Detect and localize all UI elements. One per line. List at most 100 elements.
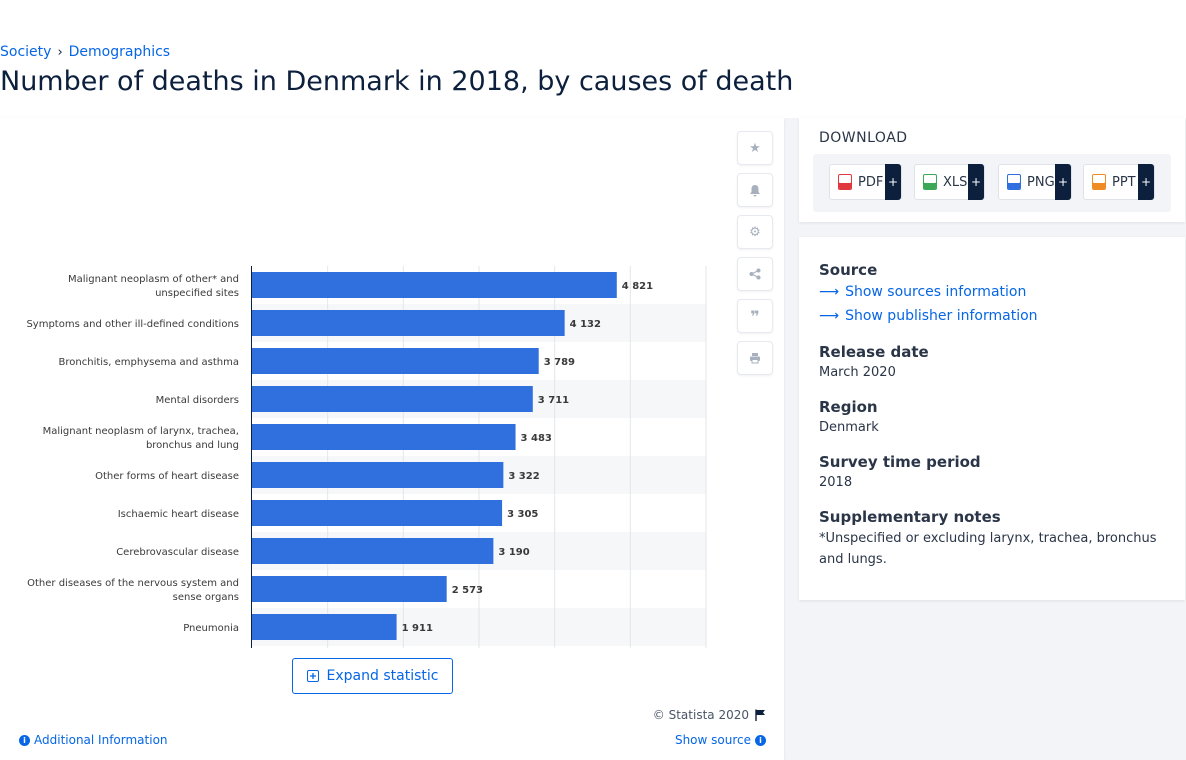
data-label: 3 483 [521,433,552,444]
data-label: 3 190 [498,547,529,558]
pdf-file-icon [838,174,852,190]
category-label-line: Bronchitis, emphysema and asthma [59,357,239,368]
settings-button[interactable]: ⚙ [737,215,773,249]
category-label-line: unspecified sites [155,288,239,299]
data-label: 3 711 [538,395,569,406]
category-label: Pneumonia [183,623,239,634]
category-label: Cerebrovascular disease [116,547,239,558]
data-label: 3 305 [507,509,538,520]
category-label-line: Symptoms and other ill-defined condition… [26,319,239,330]
release-date-heading: Release date [819,343,929,361]
bar[interactable] [252,614,397,640]
download-title: DOWNLOAD [819,130,908,146]
xls-file-icon [923,174,937,190]
favorite-button[interactable]: ★ [737,131,773,165]
download-pdf-button[interactable]: PDF + [829,164,902,200]
ppt-plus-button[interactable]: + [1138,164,1154,200]
print-icon [750,353,760,364]
category-label-line: Other forms of heart disease [95,471,239,482]
gear-icon: ⚙ [749,224,761,240]
category-label-line: Other diseases of the nervous system and [27,578,239,589]
png-plus-button[interactable]: + [1055,164,1071,200]
data-label: 1 911 [402,623,433,634]
category-label-line: Malignant neoplasm of larynx, trachea, [43,426,239,437]
download-png-label: PNG [1027,174,1055,190]
chart-toolbar: ★ ⚙ ❞ [737,131,773,383]
show-sources-label: Show sources information [845,284,1027,300]
flag-icon[interactable] [755,709,766,721]
chart-card: 4 821 Malignant neoplasm of other* and uns… [0,118,784,760]
bar[interactable] [252,538,494,564]
bar[interactable] [252,310,565,336]
category-label-line: sense organs [173,592,239,603]
bar[interactable] [252,576,447,602]
statistic-info-card: Source ⟶ Show sources information ⟶ Show… [799,237,1185,600]
show-source-link[interactable]: Show source i [675,733,766,747]
star-icon: ★ [749,140,761,156]
category-label-line: Cerebrovascular disease [116,547,239,558]
download-xls-label: XLS [943,174,968,190]
category-label: Other forms of heart disease [95,471,239,482]
supplementary-notes-heading: Supplementary notes [819,508,1001,526]
data-label: 4 132 [570,319,601,330]
breadcrumb-society[interactable]: Society [0,44,52,60]
ppt-file-icon [1092,174,1106,190]
show-publisher-label: Show publisher information [845,308,1038,324]
show-publisher-link[interactable]: ⟶ Show publisher information [819,308,1038,324]
category-label: Bronchitis, emphysema and asthma [59,357,239,368]
show-source-label: Show source [674,733,751,747]
data-label: 3 789 [544,357,575,368]
bar-chart: 4 821 Malignant neoplasm of other* and uns… [26,266,707,648]
supplementary-notes-value: *Unspecified or excluding larynx, trache… [819,531,1157,567]
page-header [0,36,1186,118]
copyright-text: © Statista 2020 [652,708,749,722]
bar[interactable] [252,462,504,488]
show-sources-link[interactable]: ⟶ Show sources information [819,284,1026,300]
download-ppt-button[interactable]: PPT + [1083,164,1155,200]
share-icon [749,268,761,280]
additional-information-link[interactable]: i Additional Information [19,733,168,747]
bar[interactable] [252,386,533,412]
bar[interactable] [252,348,539,374]
print-button[interactable] [737,341,773,375]
survey-period-heading: Survey time period [819,453,981,471]
category-label-line: bronchus and lung [146,440,239,451]
info-icon: i [755,734,766,746]
bar[interactable] [252,272,617,298]
page-title: Number of deaths in Denmark in 2018, by … [0,66,794,97]
pdf-plus-button[interactable]: + [885,164,901,200]
bar[interactable] [252,500,503,526]
copyright: © Statista 2020 [653,708,766,722]
notification-button[interactable] [737,173,773,207]
region-heading: Region [819,398,878,416]
plus-square-icon [306,670,319,682]
bell-icon [750,184,760,196]
arrow-right-icon: ⟶ [819,308,840,324]
xls-plus-button[interactable]: + [968,164,984,200]
category-label: Mental disorders [156,395,239,406]
category-label: Ischaemic heart disease [118,509,239,520]
breadcrumb: Society › Demographics [0,44,170,60]
bar[interactable] [252,424,516,450]
breadcrumb-demographics[interactable]: Demographics [68,44,171,60]
info-icon: i [19,734,30,746]
chevron-right-icon: › [57,44,63,60]
download-png-button[interactable]: PNG + [998,164,1072,200]
quote-icon: ❞ [750,306,760,326]
source-heading: Source [819,261,878,279]
category-label-line: Malignant neoplasm of other* and [68,274,239,285]
data-label: 3 322 [508,471,539,482]
share-button[interactable] [737,257,773,291]
download-ppt-label: PPT [1112,174,1136,190]
survey-period-value: 2018 [819,475,853,490]
download-row: PDF + XLS + PNG + PPT + [813,154,1171,212]
category-label-line: Ischaemic heart disease [118,509,239,520]
download-pdf-label: PDF [858,174,884,190]
category-label-line: Pneumonia [183,623,239,634]
expand-statistic-label: Expand statistic [326,668,439,684]
download-xls-button[interactable]: XLS + [914,164,985,200]
category-label: Malignant neoplasm of larynx, trachea, br… [43,426,239,451]
top-bar [0,0,1186,36]
cite-button[interactable]: ❞ [737,299,773,333]
expand-statistic-button[interactable]: Expand statistic [292,658,453,694]
